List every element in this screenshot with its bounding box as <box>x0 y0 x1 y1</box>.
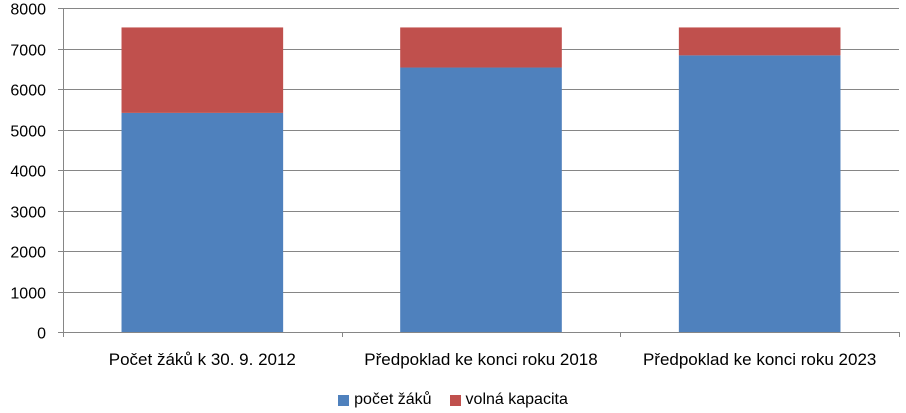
y-tick-label-5000: 5000 <box>10 124 46 141</box>
y-tick-label-6000: 6000 <box>10 83 46 100</box>
x-category-label-1: Předpoklad ke konci roku 2018 <box>364 350 597 369</box>
y-tick-label-8000: 8000 <box>10 2 46 19</box>
y-tick-label-7000: 7000 <box>10 43 46 60</box>
y-tick-label-2000: 2000 <box>10 245 46 262</box>
y-axis: 0 1000 2000 3000 4000 5000 6000 7000 8000 <box>10 2 64 343</box>
y-tick-label-0: 0 <box>37 326 46 343</box>
x-category-label-2: Předpoklad ke konci roku 2023 <box>643 350 876 369</box>
y-tick-label-1000: 1000 <box>10 286 46 303</box>
y-tick-label-4000: 4000 <box>10 164 46 181</box>
legend: počet žáků volná kapacita <box>0 391 906 409</box>
legend-label-series-1: volná kapacita <box>465 391 568 408</box>
legend-swatch-series-0 <box>338 394 350 406</box>
bar-pocet-zaku-1 <box>400 67 562 332</box>
bar-volna-kapacita-2 <box>678 27 841 56</box>
x-axis: Počet žáků k 30. 9. 2012 Předpoklad ke ko… <box>63 332 900 369</box>
bar-volna-kapacita-1 <box>400 27 562 68</box>
legend-item-series-1: volná kapacita <box>449 391 568 409</box>
bars <box>121 27 841 333</box>
bar-pocet-zaku-0 <box>121 112 284 333</box>
stacked-bar-chart: 0 1000 2000 3000 4000 5000 6000 7000 8000 Počet … <box>10 2 900 369</box>
bar-pocet-zaku-2 <box>678 55 841 332</box>
legend-label-series-0: počet žáků <box>354 391 432 408</box>
bar-volna-kapacita-0 <box>121 27 284 113</box>
y-tick-label-3000: 3000 <box>10 205 46 222</box>
x-category-label-0: Počet žáků k 30. 9. 2012 <box>109 350 296 369</box>
legend-swatch-series-1 <box>449 394 461 406</box>
legend-item-series-0: počet žáků <box>338 391 432 409</box>
